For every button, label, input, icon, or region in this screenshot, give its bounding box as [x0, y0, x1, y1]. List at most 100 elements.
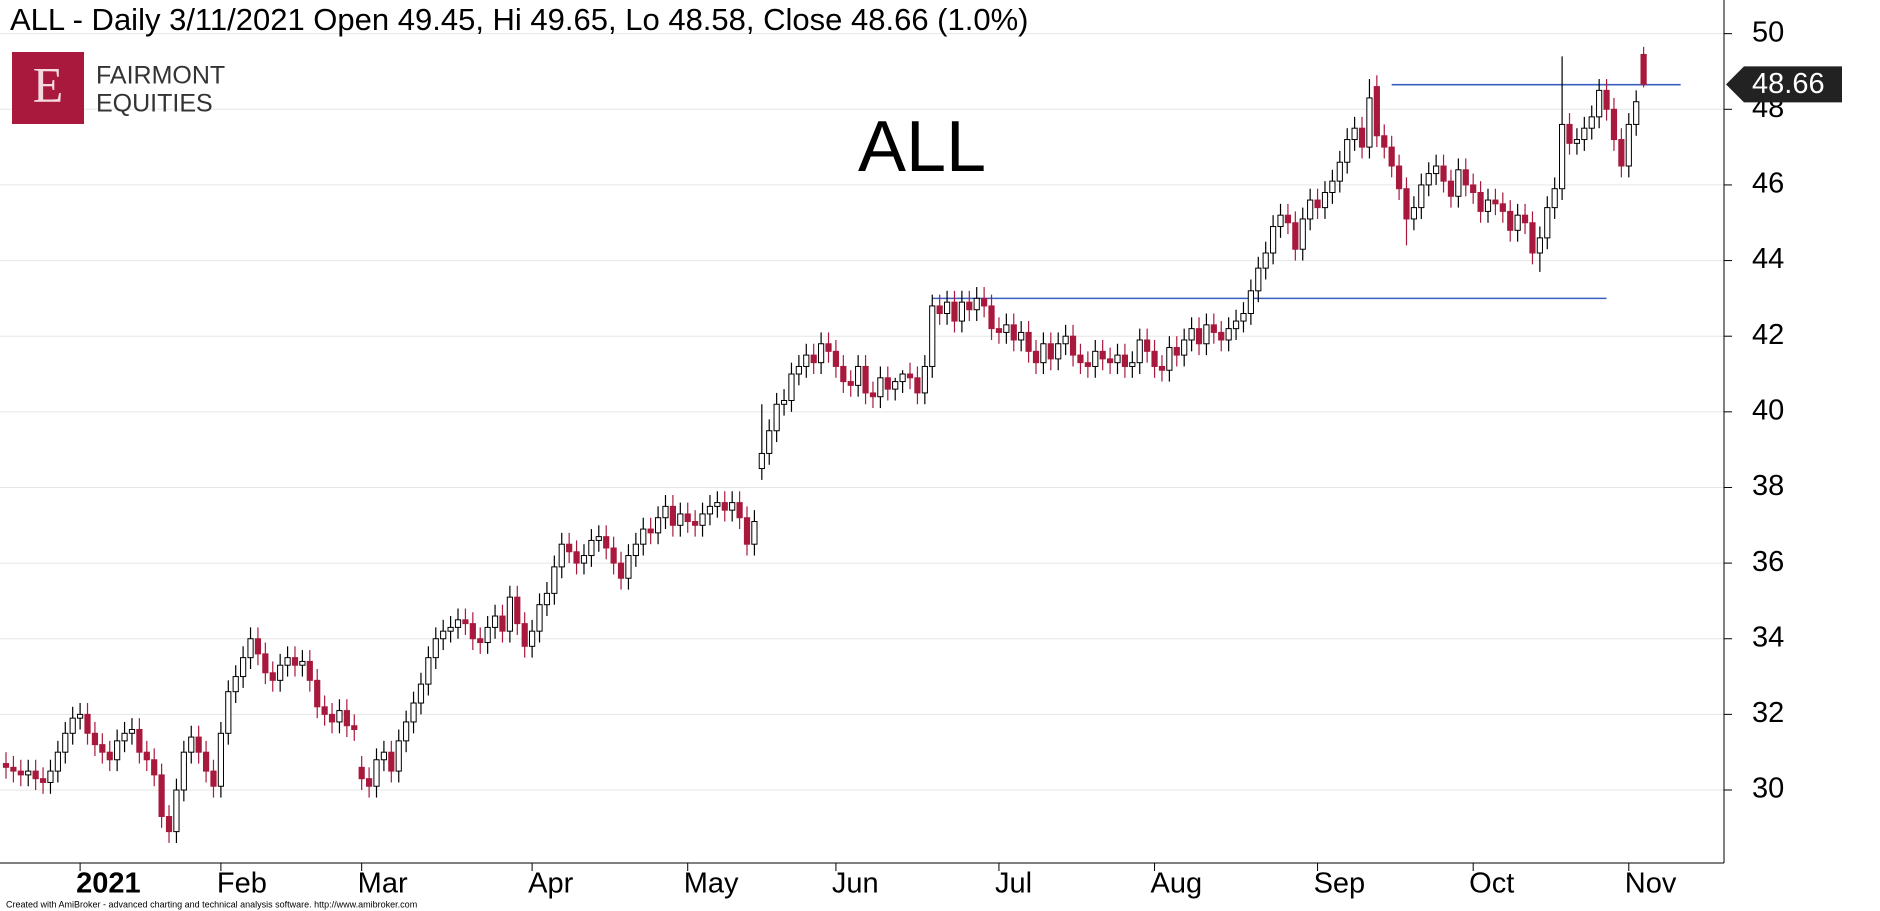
candle-body: [388, 751, 395, 772]
candle-body: [1151, 350, 1158, 367]
candle-body: [1121, 354, 1129, 367]
candle-body: [114, 740, 121, 761]
candle-body: [1158, 365, 1166, 371]
candle-body: [877, 377, 884, 398]
candle-body: [1203, 324, 1210, 345]
candle-body: [988, 305, 995, 330]
candle-body: [1225, 328, 1232, 341]
candle-body: [1114, 354, 1121, 364]
candle-body: [1618, 139, 1625, 167]
candle-body: [1195, 328, 1203, 345]
x-tick-label: Jun: [832, 868, 879, 900]
candle-body: [1069, 335, 1077, 356]
candle-body: [773, 403, 780, 432]
candle-body: [240, 657, 247, 678]
y-tick-label: 36: [1752, 546, 1784, 578]
candle-body: [1418, 184, 1425, 209]
candle-body: [136, 729, 143, 753]
candle-body: [25, 770, 32, 776]
candle-body: [1032, 350, 1040, 364]
candle-body: [165, 815, 173, 833]
x-tick-label: Feb: [217, 868, 267, 900]
candle-body: [1440, 165, 1447, 182]
candle-body: [328, 713, 336, 723]
candle-body: [1018, 331, 1025, 341]
y-tick-label: 42: [1752, 319, 1784, 351]
candle-body: [1181, 339, 1188, 356]
candle-body: [892, 381, 899, 390]
candle-body: [1536, 237, 1543, 254]
candle-body: [521, 623, 528, 647]
candle-body: [1581, 127, 1588, 141]
candle-body: [1292, 222, 1299, 250]
x-tick-label: May: [684, 868, 739, 900]
candle-body: [699, 513, 706, 526]
y-tick-label: 44: [1752, 243, 1784, 275]
chart-title: ALL - Daily 3/11/2021 Open 49.45, Hi 49.…: [10, 2, 1029, 37]
candle-body: [810, 354, 817, 364]
candle-body: [462, 619, 469, 625]
candle-body: [884, 377, 891, 390]
candle-body: [1336, 161, 1343, 182]
candle-body: [603, 536, 610, 549]
candle-body: [284, 657, 291, 666]
candle-body: [291, 657, 299, 666]
logo-box: [12, 52, 84, 124]
candle-body: [1403, 188, 1410, 220]
candle-body: [654, 517, 662, 534]
candle-body: [106, 751, 113, 761]
candle-body: [254, 638, 262, 655]
candle-body: [1425, 173, 1432, 186]
candle-body: [17, 770, 24, 776]
candle-body: [1433, 165, 1440, 175]
footer: Created with AmiBroker - advanced charti…: [6, 899, 417, 909]
y-tick-label: 32: [1752, 697, 1784, 729]
candle-body: [573, 551, 580, 564]
candle-body: [1588, 116, 1595, 129]
candle-body: [766, 430, 773, 454]
candle-body: [818, 343, 825, 364]
candle-body: [84, 713, 91, 734]
candle-body: [1381, 135, 1388, 148]
candle-body: [499, 615, 506, 632]
candle-body: [202, 751, 210, 772]
candle-body: [966, 301, 973, 311]
candle-body: [906, 373, 914, 379]
candle-body: [1514, 214, 1521, 231]
candle-body: [580, 555, 588, 564]
candle-body: [862, 365, 869, 394]
candle-body: [1484, 199, 1492, 212]
candle-body: [151, 759, 158, 776]
candle-body: [1129, 362, 1136, 367]
candle-body: [217, 732, 224, 787]
candle-body: [1395, 165, 1403, 190]
candle-body: [158, 774, 165, 817]
candle-body: [1447, 180, 1455, 197]
candle-body: [995, 328, 1003, 333]
candle-body: [321, 706, 328, 715]
candle-body: [1055, 343, 1062, 360]
candle-body: [1603, 89, 1610, 110]
candle-body: [128, 729, 136, 734]
candle-body: [855, 365, 862, 386]
candle-body: [1633, 101, 1640, 125]
candle-body: [677, 513, 684, 526]
candle-body: [39, 778, 47, 783]
candle-body: [440, 630, 447, 640]
x-tick-label: Oct: [1469, 868, 1514, 900]
candle-body: [195, 736, 202, 753]
y-tick-label: 30: [1752, 773, 1784, 805]
candle-body: [625, 555, 632, 579]
candle-body: [1388, 146, 1395, 167]
candle-body: [403, 721, 410, 742]
candle-body: [1077, 354, 1084, 364]
candle-body: [1455, 169, 1462, 197]
candle-body: [1166, 347, 1173, 371]
candle-body: [847, 381, 854, 386]
candle-body: [1106, 358, 1114, 364]
candle-body: [1307, 199, 1314, 220]
y-tick-label: 40: [1752, 394, 1784, 426]
candle-body: [1366, 97, 1373, 148]
candle-body: [1314, 199, 1321, 209]
